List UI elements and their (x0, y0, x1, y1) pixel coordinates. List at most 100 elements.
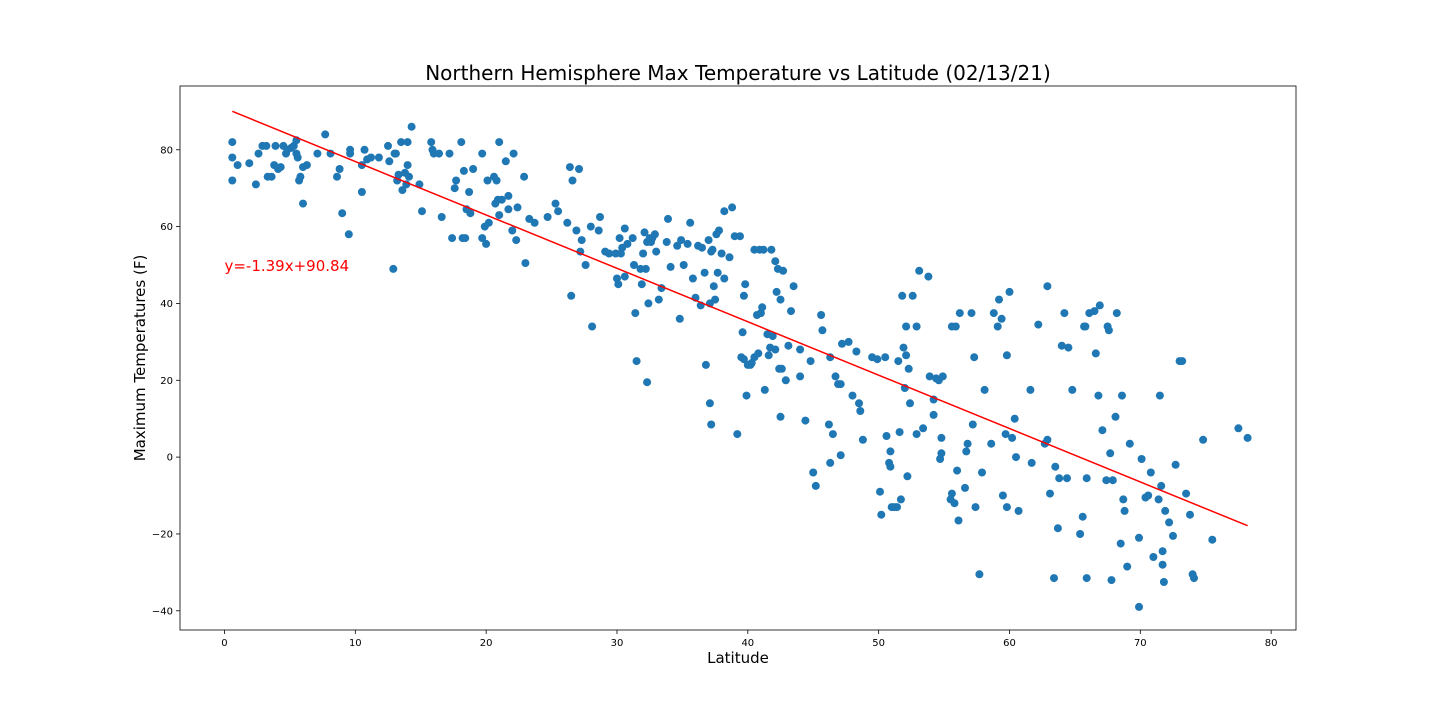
data-point (915, 266, 924, 275)
data-point (876, 487, 884, 496)
data-point (817, 311, 826, 319)
data-point (995, 295, 1003, 304)
data-point (233, 161, 242, 170)
data-point (925, 372, 934, 381)
data-point (998, 491, 1007, 500)
x-tick-label: 30 (611, 638, 624, 649)
data-point (1120, 506, 1129, 515)
regression-line (232, 110, 1248, 527)
data-point (893, 503, 901, 512)
data-point (1158, 547, 1167, 556)
data-point (333, 172, 341, 181)
data-point (1043, 435, 1052, 444)
data-point (912, 430, 921, 439)
data-point (1005, 287, 1014, 296)
data-point (1199, 435, 1208, 444)
data-point (313, 149, 322, 158)
data-point (575, 165, 583, 173)
data-point (679, 261, 688, 269)
data-point (705, 399, 714, 408)
data-point (495, 211, 504, 220)
data-point (1111, 412, 1120, 421)
data-point (478, 234, 487, 243)
data-point (1119, 495, 1128, 504)
data-point (1002, 351, 1011, 360)
data-point (954, 516, 963, 525)
data-point (605, 249, 614, 258)
data-point (367, 153, 375, 162)
data-point (738, 328, 747, 337)
data-point (465, 188, 474, 196)
data-point (483, 176, 492, 185)
data-point (1055, 474, 1064, 483)
data-point (403, 138, 412, 147)
regression-equation: y=-1.39x+90.84 (224, 257, 349, 275)
data-point (228, 153, 237, 162)
data-point (971, 503, 980, 512)
data-point (955, 309, 964, 318)
data-point (482, 239, 491, 248)
data-point (908, 291, 917, 300)
data-point (1171, 460, 1180, 469)
data-point (852, 347, 861, 356)
data-point (245, 159, 254, 168)
data-point (937, 433, 946, 442)
data-point (577, 236, 586, 245)
data-point (563, 218, 572, 227)
data-point (962, 447, 971, 456)
data-point (1112, 309, 1121, 318)
y-tick-label: −40 (152, 606, 173, 617)
data-point (1144, 491, 1153, 500)
data-point (637, 280, 646, 289)
x-tick-label: 80 (1265, 638, 1278, 649)
data-point (1082, 574, 1091, 583)
data-point (848, 391, 857, 400)
data-point (894, 357, 903, 366)
data-point (701, 360, 710, 369)
data-point (639, 249, 648, 258)
x-axis-label: Latitude (707, 649, 769, 667)
data-point (1161, 506, 1170, 515)
data-point (630, 261, 638, 269)
data-point (709, 282, 718, 291)
data-point (652, 247, 661, 256)
data-point (335, 165, 344, 173)
data-point (877, 510, 886, 519)
data-point (1102, 476, 1111, 485)
data-point (997, 314, 1006, 323)
data-point (448, 234, 457, 243)
data-point (1078, 512, 1087, 521)
data-point (902, 351, 911, 360)
data-point (828, 430, 837, 439)
data-point (950, 499, 959, 508)
data-point (771, 257, 780, 266)
data-point (715, 226, 723, 235)
data-point (1125, 439, 1134, 448)
data-point (713, 268, 722, 277)
data-point (1095, 301, 1104, 310)
data-point (1137, 455, 1146, 463)
data-point (1190, 574, 1198, 583)
data-point (360, 145, 369, 154)
data-point (1169, 531, 1177, 540)
data-point (873, 355, 882, 364)
data-point (796, 345, 805, 354)
data-point (403, 161, 412, 170)
data-point (459, 166, 468, 175)
data-point (728, 203, 737, 212)
data-point (346, 145, 355, 154)
data-point (508, 226, 517, 235)
data-point (450, 184, 459, 193)
data-point (632, 357, 641, 366)
x-tick-label: 40 (741, 638, 754, 649)
data-point (427, 138, 436, 147)
data-point (551, 199, 560, 208)
data-point (759, 245, 768, 254)
data-point (1090, 307, 1099, 316)
data-point (683, 239, 692, 248)
data-point (1106, 449, 1115, 458)
y-tick-label: 80 (160, 145, 173, 156)
y-axis-label: Maximum Temperatures (F) (131, 255, 149, 462)
data-point (1082, 474, 1091, 483)
